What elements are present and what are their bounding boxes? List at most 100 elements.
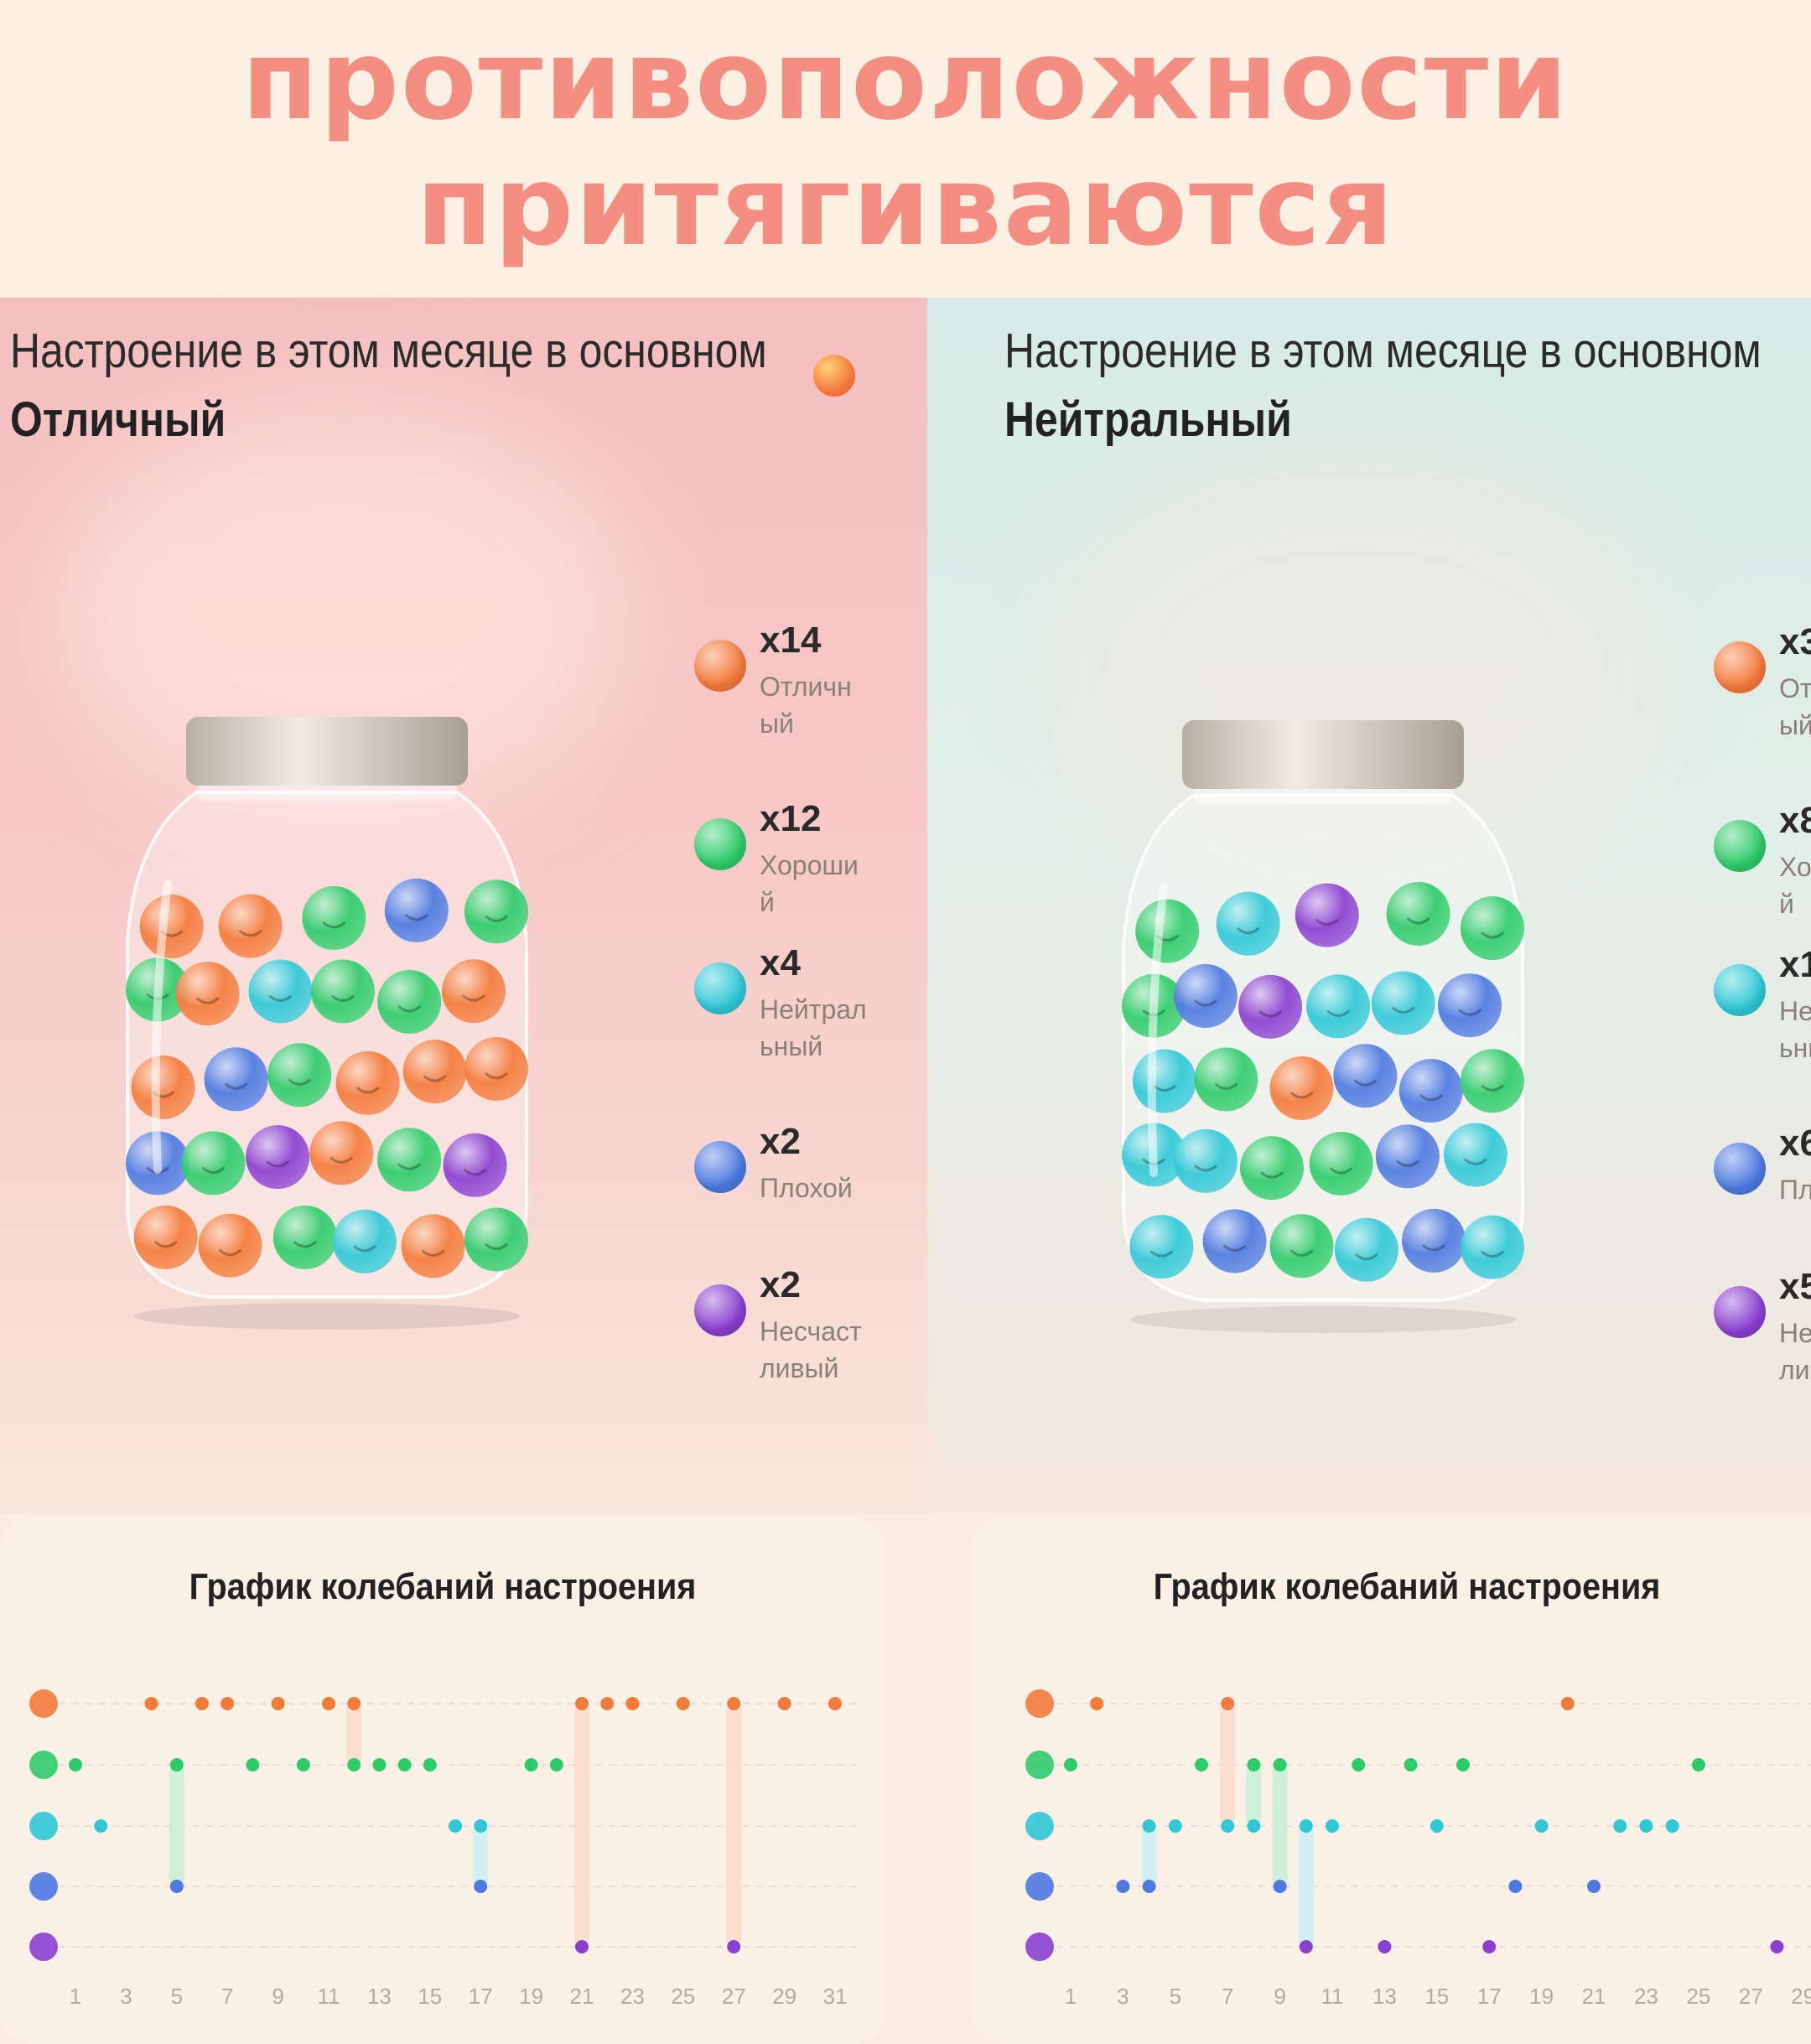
ball-face [1260, 1171, 1284, 1179]
mood-point [1116, 1880, 1130, 1893]
ball-face [1315, 919, 1339, 926]
x-tick-label: 23 [620, 1984, 645, 2009]
ball-face [485, 1243, 508, 1251]
mood-point [1247, 1819, 1261, 1833]
laughing-face-icon [218, 894, 283, 958]
smiling-face-icon [464, 879, 528, 944]
ball-face [1194, 999, 1217, 1007]
laughing-face-icon [442, 959, 506, 1024]
neutral-face-icon [248, 959, 313, 1024]
mood-point [474, 1819, 488, 1833]
ball-face [1149, 1250, 1173, 1258]
sad-face-icon [1202, 1209, 1267, 1274]
x-tick-label: 27 [1739, 1984, 1763, 2009]
sad-face-icon [29, 1872, 58, 1901]
mood-point [1691, 1758, 1705, 1772]
mood-point [1534, 1819, 1549, 1833]
mood-point [575, 1697, 589, 1710]
crying-face-icon [694, 1284, 746, 1336]
ball-face [288, 1078, 311, 1086]
crying-face-icon [1238, 974, 1303, 1039]
ball-face [266, 1160, 289, 1168]
background-glow [1061, 465, 1648, 885]
mood-point [676, 1697, 690, 1710]
sad-face-icon [1402, 1208, 1466, 1273]
x-tick-label: 5 [1170, 1984, 1181, 2009]
mood-point [1299, 1819, 1313, 1833]
ball-face [397, 1163, 421, 1170]
mood-value: Нейтральный [1004, 392, 1292, 447]
mood-point [1639, 1819, 1653, 1833]
x-tick-label: 29 [772, 1984, 797, 2009]
mood-point [1378, 1940, 1392, 1953]
mood-point [322, 1697, 335, 1710]
x-tick-label: 3 [1117, 1984, 1129, 2009]
smiling-face-icon [267, 1043, 332, 1108]
ball-face [1330, 1167, 1353, 1175]
sad-face-icon [204, 1047, 268, 1112]
mood-chart: 1 3 5 7 9 11 13 15 17 19 21 23 25 27 29 [1025, 1689, 1811, 2009]
smiling-face-icon [1386, 882, 1450, 946]
ball-face [293, 1241, 317, 1248]
day-range-bar [726, 1704, 742, 1947]
x-tick-label: 11 [1321, 1984, 1344, 2009]
mood-point [1352, 1758, 1366, 1772]
ball-face [239, 930, 262, 937]
x-tick-label: 29 [1791, 1984, 1811, 2009]
heading-mood-ball [813, 355, 855, 397]
ball-face [1481, 1251, 1504, 1258]
crying-face-icon [443, 1133, 507, 1197]
legend-count: x8 [1779, 800, 1811, 841]
mood-point [1560, 1697, 1575, 1710]
legend-count: x2 [760, 1121, 801, 1162]
mood-point [1273, 1758, 1287, 1772]
neutral-face-icon [332, 1209, 397, 1274]
mood-point [347, 1697, 361, 1710]
smiling-face-icon [1714, 820, 1766, 872]
mood-point [1326, 1819, 1339, 1833]
x-tick-label: 21 [570, 1984, 594, 2009]
x-tick-label: 13 [1373, 1984, 1397, 2009]
ball-face [1258, 1010, 1282, 1018]
laughing-face-icon [139, 895, 204, 959]
neutral-face-icon [1216, 891, 1280, 956]
mood-point [1168, 1819, 1182, 1833]
mood-point [296, 1758, 310, 1772]
mood-panel-left: Настроение в этом месяце в основном Отли… [0, 298, 927, 1513]
ball-face [464, 1169, 487, 1176]
ball-face [1153, 1085, 1176, 1092]
smiling-face-icon [272, 1205, 337, 1269]
x-tick-label: 1 [1065, 1984, 1077, 2009]
mood-point [1587, 1880, 1601, 1893]
ball-face [485, 1072, 508, 1080]
ball-face [1289, 1249, 1313, 1257]
sad-face-icon [1173, 964, 1238, 1028]
title-line-2: притягиваются [416, 142, 1395, 271]
ball-face [1392, 1006, 1415, 1014]
smiling-face-icon [181, 1131, 246, 1196]
mood-point [549, 1758, 563, 1772]
mood-point [727, 1940, 741, 1953]
laughing-face-icon [464, 1037, 528, 1101]
neutral-face-icon [1174, 1128, 1238, 1193]
mood-point [575, 1940, 589, 1953]
sad-face-icon [1375, 1124, 1440, 1189]
legend-count: x14 [760, 620, 822, 661]
mood-chart-card-left: График колебаний настроения 1 3 5 7 9 11 13 15 1… [0, 1517, 885, 2044]
mood-chart: 1 3 5 7 9 11 13 15 17 19 21 23 25 27 29 31 [29, 1689, 860, 2009]
jar-shadow [134, 1303, 520, 1330]
legend-label: Отличный [1779, 673, 1811, 740]
x-tick-label: 17 [469, 1984, 493, 2009]
mood-value: Отличный [10, 392, 226, 447]
x-tick-label: 13 [367, 1984, 392, 2009]
ball-face [218, 1249, 241, 1257]
legend-count: x1 [1779, 944, 1811, 985]
sad-face-icon [1333, 1044, 1398, 1108]
ball-face [1481, 931, 1504, 939]
mood-point [1508, 1880, 1523, 1893]
x-tick-label: 9 [1274, 1984, 1285, 2009]
mood-point [1221, 1697, 1235, 1710]
mood-point [524, 1758, 538, 1772]
mood-point [169, 1880, 184, 1893]
mood-point [600, 1697, 615, 1710]
